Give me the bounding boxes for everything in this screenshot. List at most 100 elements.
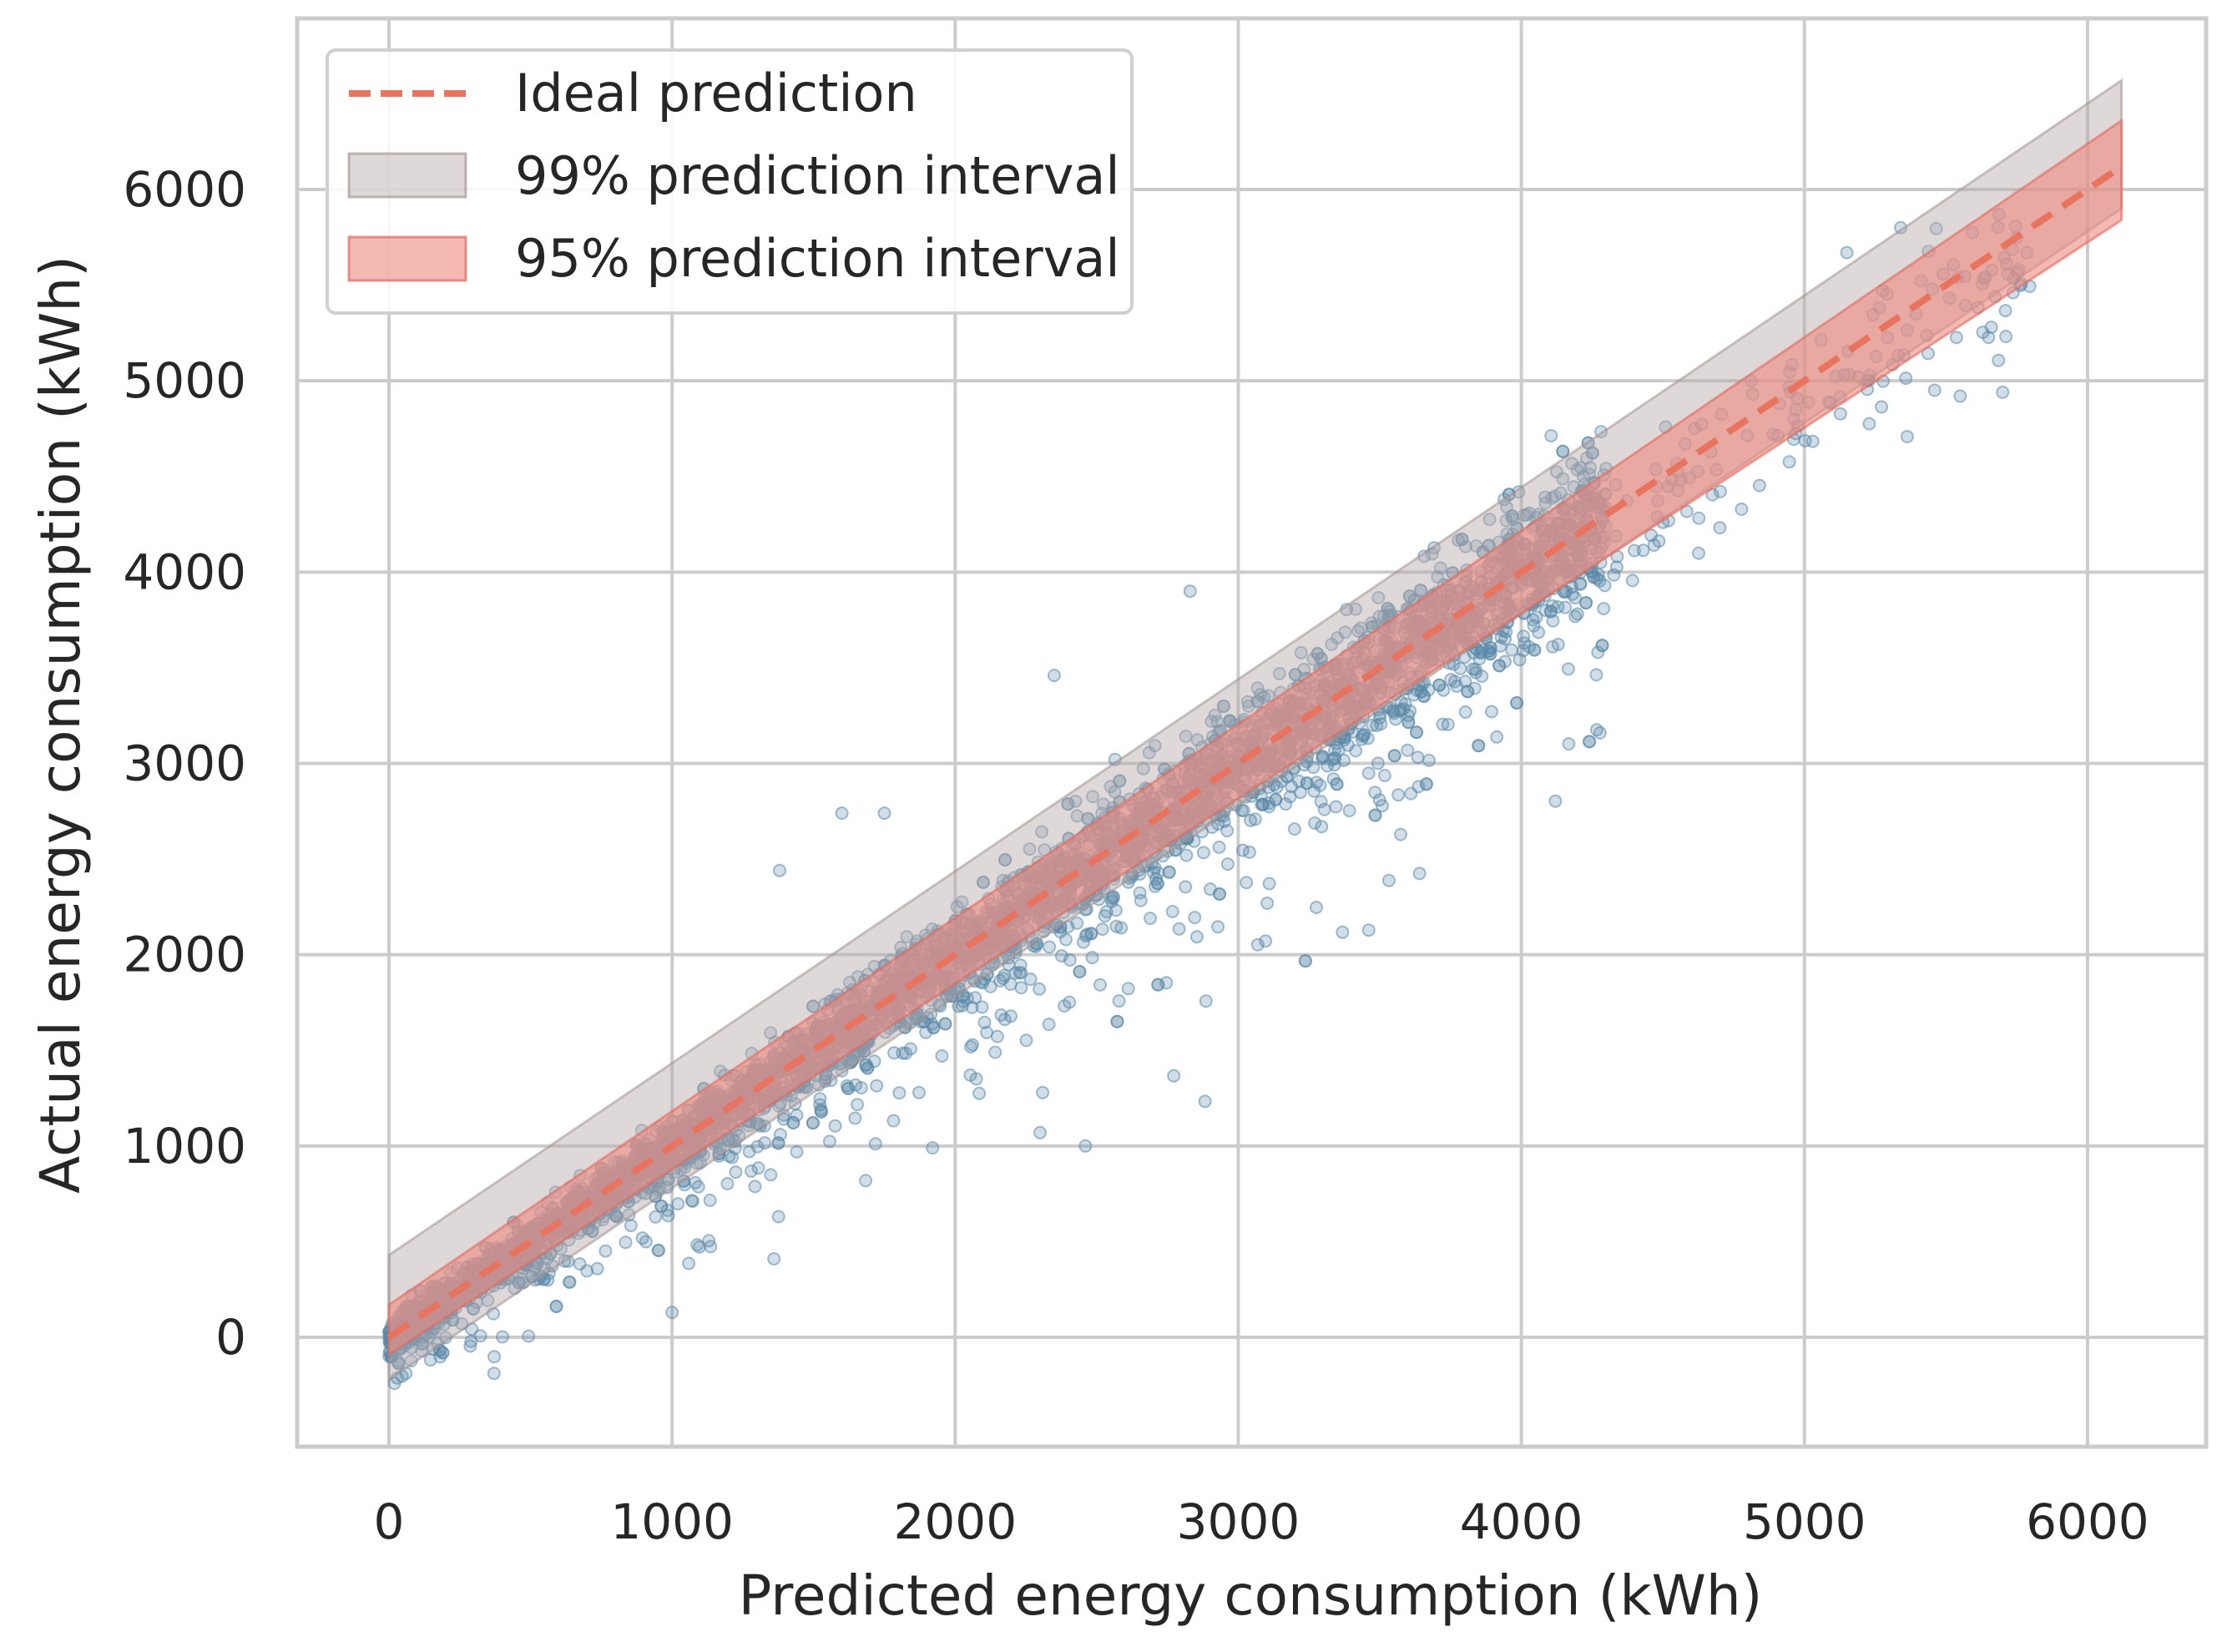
scatter-point [963, 1068, 977, 1082]
scatter-point [1992, 353, 2006, 367]
scatter-point [887, 1046, 901, 1060]
scatter-point [1110, 1014, 1124, 1028]
scatter-point [1432, 678, 1447, 692]
scatter-point [1084, 927, 1098, 941]
scatter-point [1300, 776, 1314, 791]
scatter-point [423, 1353, 437, 1367]
x-axis-label: Predicted energy consumption (kWh) [739, 1564, 1763, 1628]
scatter-point [926, 1141, 940, 1155]
scatter-point [935, 1049, 949, 1063]
scatter-point [870, 1079, 884, 1093]
scatter-point [580, 1264, 594, 1278]
scatter-point [1394, 827, 1408, 841]
scatter-point [1211, 920, 1225, 934]
scatter-point [464, 1334, 478, 1348]
scatter-point [1625, 573, 1639, 588]
scatter-point [764, 1168, 778, 1182]
scatter-point [1361, 766, 1376, 781]
scatter-point [1328, 751, 1341, 765]
scatter-point [1151, 866, 1165, 880]
scatter-point [1212, 840, 1226, 854]
scatter-point [1458, 705, 1472, 719]
y-axis-label: Actual energy consumption (kWh) [28, 255, 93, 1194]
scatter-point [1294, 645, 1308, 659]
scatter-point [1033, 1125, 1047, 1139]
legend: Ideal prediction 99% prediction interval… [326, 48, 1134, 315]
scatter-point [496, 1330, 509, 1344]
scatter-point [742, 1144, 756, 1159]
scatter-point [671, 1197, 685, 1211]
scatter-point [1862, 417, 1876, 431]
scatter-point [1121, 982, 1135, 996]
scatter-point [1250, 937, 1265, 952]
scatter-point [1256, 797, 1270, 811]
legend-95-label: 95% prediction interval [515, 228, 1120, 289]
scatter-point [1735, 503, 1749, 516]
scatter-point [1036, 1085, 1050, 1099]
scatter-point [1315, 820, 1329, 834]
scatter-point [1636, 543, 1650, 558]
scatter-point [1492, 659, 1507, 673]
scatter-point [975, 1000, 989, 1014]
scatter-point [745, 1164, 758, 1178]
scatter-point [1412, 866, 1427, 881]
scatter-point [950, 900, 964, 914]
scatter-point [1999, 330, 2013, 344]
scatter-point [1494, 630, 1508, 644]
scatter-point [682, 1256, 696, 1271]
scatter-point [651, 1243, 665, 1257]
scatter-point [1259, 934, 1273, 948]
scatter-point [748, 1180, 762, 1194]
scatter-point [1558, 600, 1573, 614]
scatter-point [1242, 845, 1256, 859]
scatter-point [1183, 584, 1197, 599]
scatter-point [639, 1235, 653, 1249]
scatter-point [1042, 1018, 1056, 1032]
scatter-point [972, 1086, 987, 1100]
scatter-point [841, 1081, 856, 1095]
x-tick-label: 2000 [893, 1493, 1017, 1550]
scatter-point [1562, 737, 1576, 751]
scatter-point [771, 1210, 785, 1224]
scatter-point [1692, 511, 1706, 525]
scatter-point [1269, 792, 1283, 806]
scatter-point [1875, 400, 1889, 414]
scatter-point [436, 1346, 450, 1360]
legend-ideal-label: Ideal prediction [515, 63, 917, 124]
ideal-prediction-line [386, 164, 2124, 1341]
ideal-line-layer [386, 164, 2124, 1341]
scatter-point [1713, 521, 1727, 535]
scatter-point [1310, 901, 1323, 914]
scatter-point [1023, 973, 1038, 987]
scatter-point [848, 1111, 862, 1125]
scatter-point [619, 1235, 633, 1250]
scatter-point [1114, 921, 1129, 935]
scatter-point [1472, 739, 1486, 753]
scatter-point [1899, 371, 1913, 386]
scatter-point [861, 1061, 875, 1075]
scatter-point [1949, 331, 1963, 345]
scatter-point [1927, 383, 1942, 397]
scatter-point [1597, 602, 1611, 616]
scatter-point [790, 1109, 804, 1122]
y-tick-label: 1000 [123, 1118, 246, 1175]
scatter-point [1422, 753, 1436, 767]
scatter-point [1996, 385, 2010, 399]
scatter-point [1260, 897, 1275, 910]
y-tick-label: 3000 [123, 735, 246, 791]
scatter-point [1298, 954, 1312, 968]
scatter-point [1317, 802, 1331, 816]
scatter-point [1444, 673, 1458, 687]
grid-layer [297, 18, 2206, 1447]
scatter-point [1387, 749, 1401, 763]
scatter-point [1505, 643, 1519, 657]
y-tick-label: 4000 [123, 543, 246, 600]
scatter-point [487, 1367, 501, 1381]
scatter-point [805, 1116, 820, 1130]
scatter-point [1401, 743, 1415, 757]
legend-99-label: 99% prediction interval [515, 145, 1120, 206]
scatter-point [1134, 893, 1148, 907]
scatter-point [1162, 865, 1176, 879]
